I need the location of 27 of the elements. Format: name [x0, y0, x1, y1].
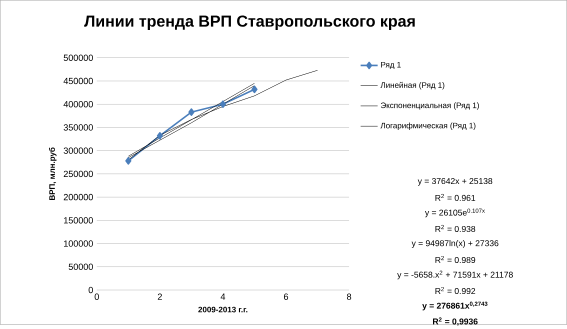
x-tick-label: 8 — [346, 294, 352, 300]
text: R$^{2}$ = 0.961 — [435, 194, 476, 201]
y-tick-label: 400000 — [64, 101, 93, 108]
y-tick-label: 250000 — [64, 170, 93, 178]
text: y = 26105e$^{0.107x}$ — [424, 208, 485, 218]
x-tick-label: 0 — [94, 294, 99, 300]
text: R$^{2}$ = 0.938 — [435, 224, 476, 232]
y-tick-label: 350000 — [64, 124, 93, 131]
y-tick-label: 0 — [88, 286, 93, 294]
text: y = 94987ln(x) + 27336 — [412, 240, 498, 248]
x-tick-label: 4 — [220, 294, 226, 300]
text: R$^{2}$ = 0,9936 — [433, 317, 478, 326]
x-tick-label: 2 — [158, 294, 162, 300]
y-tick-label: 200000 — [64, 194, 93, 200]
y-tick-label: 100000 — [64, 240, 93, 247]
text: y = 276861x$^{0,2743}$ — [422, 302, 488, 310]
x-tick-label: 6 — [284, 294, 288, 300]
text: R$^{2}$ = 0.989 — [435, 256, 476, 263]
y-tick-label: 50000 — [68, 264, 93, 270]
y-tick-label: 500000 — [64, 54, 93, 61]
y-tick-label: 300000 — [64, 147, 93, 154]
text: y = -5658.x$^{2}$ + 71591x + 21178 — [397, 270, 513, 280]
text: y = 37642x + 25138 — [418, 178, 492, 186]
chart-title: Линии тренда ВРП Ставропольского края — [84, 15, 415, 30]
y-tick-label: 150000 — [64, 217, 93, 224]
text: R$^{2}$ = 0.992 — [435, 286, 476, 294]
y-tick-label: 450000 — [64, 78, 93, 84]
